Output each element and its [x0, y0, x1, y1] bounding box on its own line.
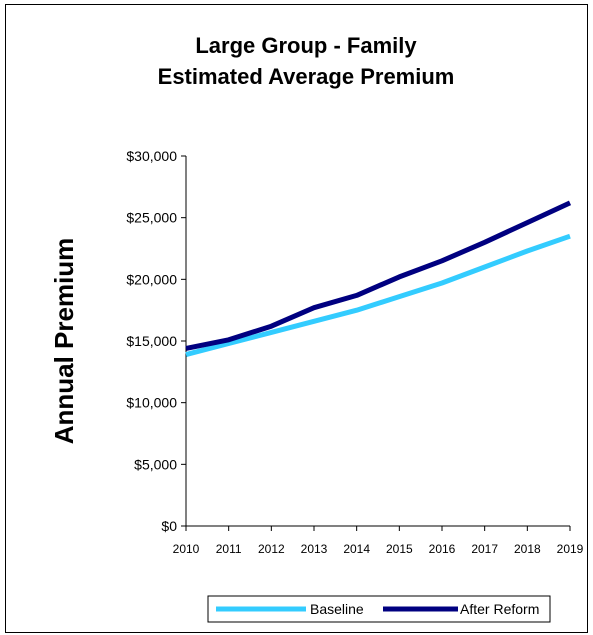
y-tick-label: $20,000	[126, 271, 177, 287]
y-tick-label: $0	[161, 518, 177, 534]
y-tick-label: $15,000	[126, 333, 177, 349]
x-tick-label: 2012	[258, 542, 285, 556]
chart-frame	[5, 4, 588, 633]
x-tick-label: 2013	[301, 542, 328, 556]
series-line-baseline	[185, 233, 571, 358]
y-tick-label: $5,000	[134, 456, 177, 472]
x-tick-label: 2015	[386, 542, 413, 556]
series-line-after-reform	[185, 200, 572, 351]
x-axis-ticks: 2010 2011 2012 2013 2014 2015 2016 2017 2018 2019	[173, 526, 584, 556]
chart-title-line-2: Estimated Average Premium	[158, 64, 455, 89]
chart-title-line-1: Large Group - Family	[195, 33, 417, 58]
legend-label-baseline: Baseline	[310, 601, 364, 617]
y-tick-label: $25,000	[126, 210, 177, 226]
y-tick-label: $30,000	[126, 148, 177, 164]
x-tick-label: 2014	[343, 542, 370, 556]
y-axis-label: Annual Premium	[49, 238, 79, 445]
x-tick-label: 2011	[216, 542, 242, 556]
series-lines	[185, 200, 572, 358]
y-axis-ticks: $0 $5,000 $10,000 $15,000 $20,000 $25,000 $30,…	[126, 148, 186, 534]
x-tick-label: 2019	[557, 542, 584, 556]
legend: Baseline After Reform	[207, 595, 551, 623]
x-tick-label: 2016	[429, 542, 456, 556]
legend-label-after-reform: After Reform	[460, 601, 539, 617]
x-tick-label: 2017	[471, 542, 498, 556]
x-tick-label: 2010	[173, 542, 200, 556]
y-tick-label: $10,000	[126, 395, 177, 411]
x-tick-label: 2018	[514, 542, 541, 556]
